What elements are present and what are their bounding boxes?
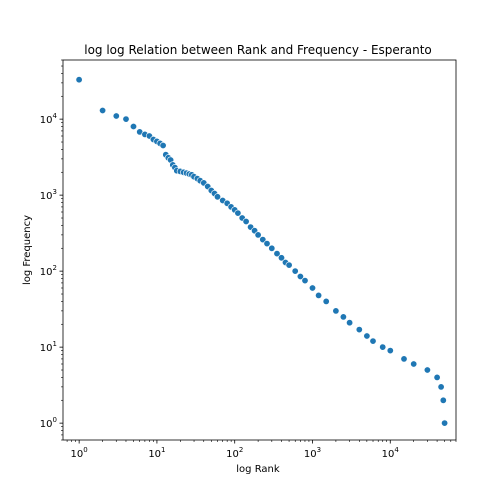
y-tick-label-0: 100 [40,416,57,430]
x-tick-label-1: 101 [148,446,165,460]
data-point-49 [296,272,304,280]
data-point-37 [242,218,250,226]
data-point-66 [437,383,445,391]
y-axis: 100 101 102 103 104 [40,59,63,441]
data-point-41 [259,236,267,244]
data-point-53 [322,297,330,305]
x-tick-label-4: 104 [382,446,400,460]
data-point-52 [315,291,323,299]
data-point-1 [99,107,107,115]
data-point-50 [301,277,309,285]
data-point-58 [363,332,371,340]
data-point-35 [234,209,242,217]
data-point-47 [285,261,293,269]
x-axis: 100 101 102 103 104 [66,440,457,460]
data-point-40 [254,231,262,239]
x-tick-label-3: 103 [304,446,321,460]
y-tick-label-3: 103 [40,188,57,202]
data-point-48 [291,267,299,275]
data-point-57 [355,326,363,334]
chart-title: log log Relation between Rank and Freque… [84,43,432,57]
data-point-64 [423,366,431,374]
data-point-60 [379,343,387,351]
data-point-61 [386,347,394,355]
data-point-4 [130,123,138,131]
points-layer [75,76,449,427]
data-point-65 [433,373,441,381]
data-point-0 [75,76,83,84]
y-tick-label-4: 104 [40,112,58,126]
data-point-56 [346,319,354,327]
data-point-59 [369,337,377,345]
data-point-68 [441,419,449,427]
data-point-51 [308,284,316,292]
y-axis-label: log Frequency [22,215,33,285]
x-tick-label-0: 100 [71,446,88,460]
data-point-30 [214,193,222,201]
plot-frame [62,59,457,441]
data-point-3 [122,115,130,123]
data-point-42 [263,240,271,248]
x-axis-label: log Rank [236,464,280,475]
data-point-67 [439,396,447,404]
y-tick-label-1: 101 [40,340,57,354]
data-point-55 [339,313,347,321]
data-point-11 [159,142,167,150]
data-point-44 [273,250,281,258]
y-tick-label-2: 102 [40,264,57,278]
x-tick-label-2: 102 [226,446,243,460]
data-point-63 [410,360,418,368]
data-point-2 [112,112,120,120]
data-point-45 [277,254,285,262]
data-point-43 [268,244,276,252]
data-point-54 [332,307,340,315]
data-point-62 [400,355,408,363]
